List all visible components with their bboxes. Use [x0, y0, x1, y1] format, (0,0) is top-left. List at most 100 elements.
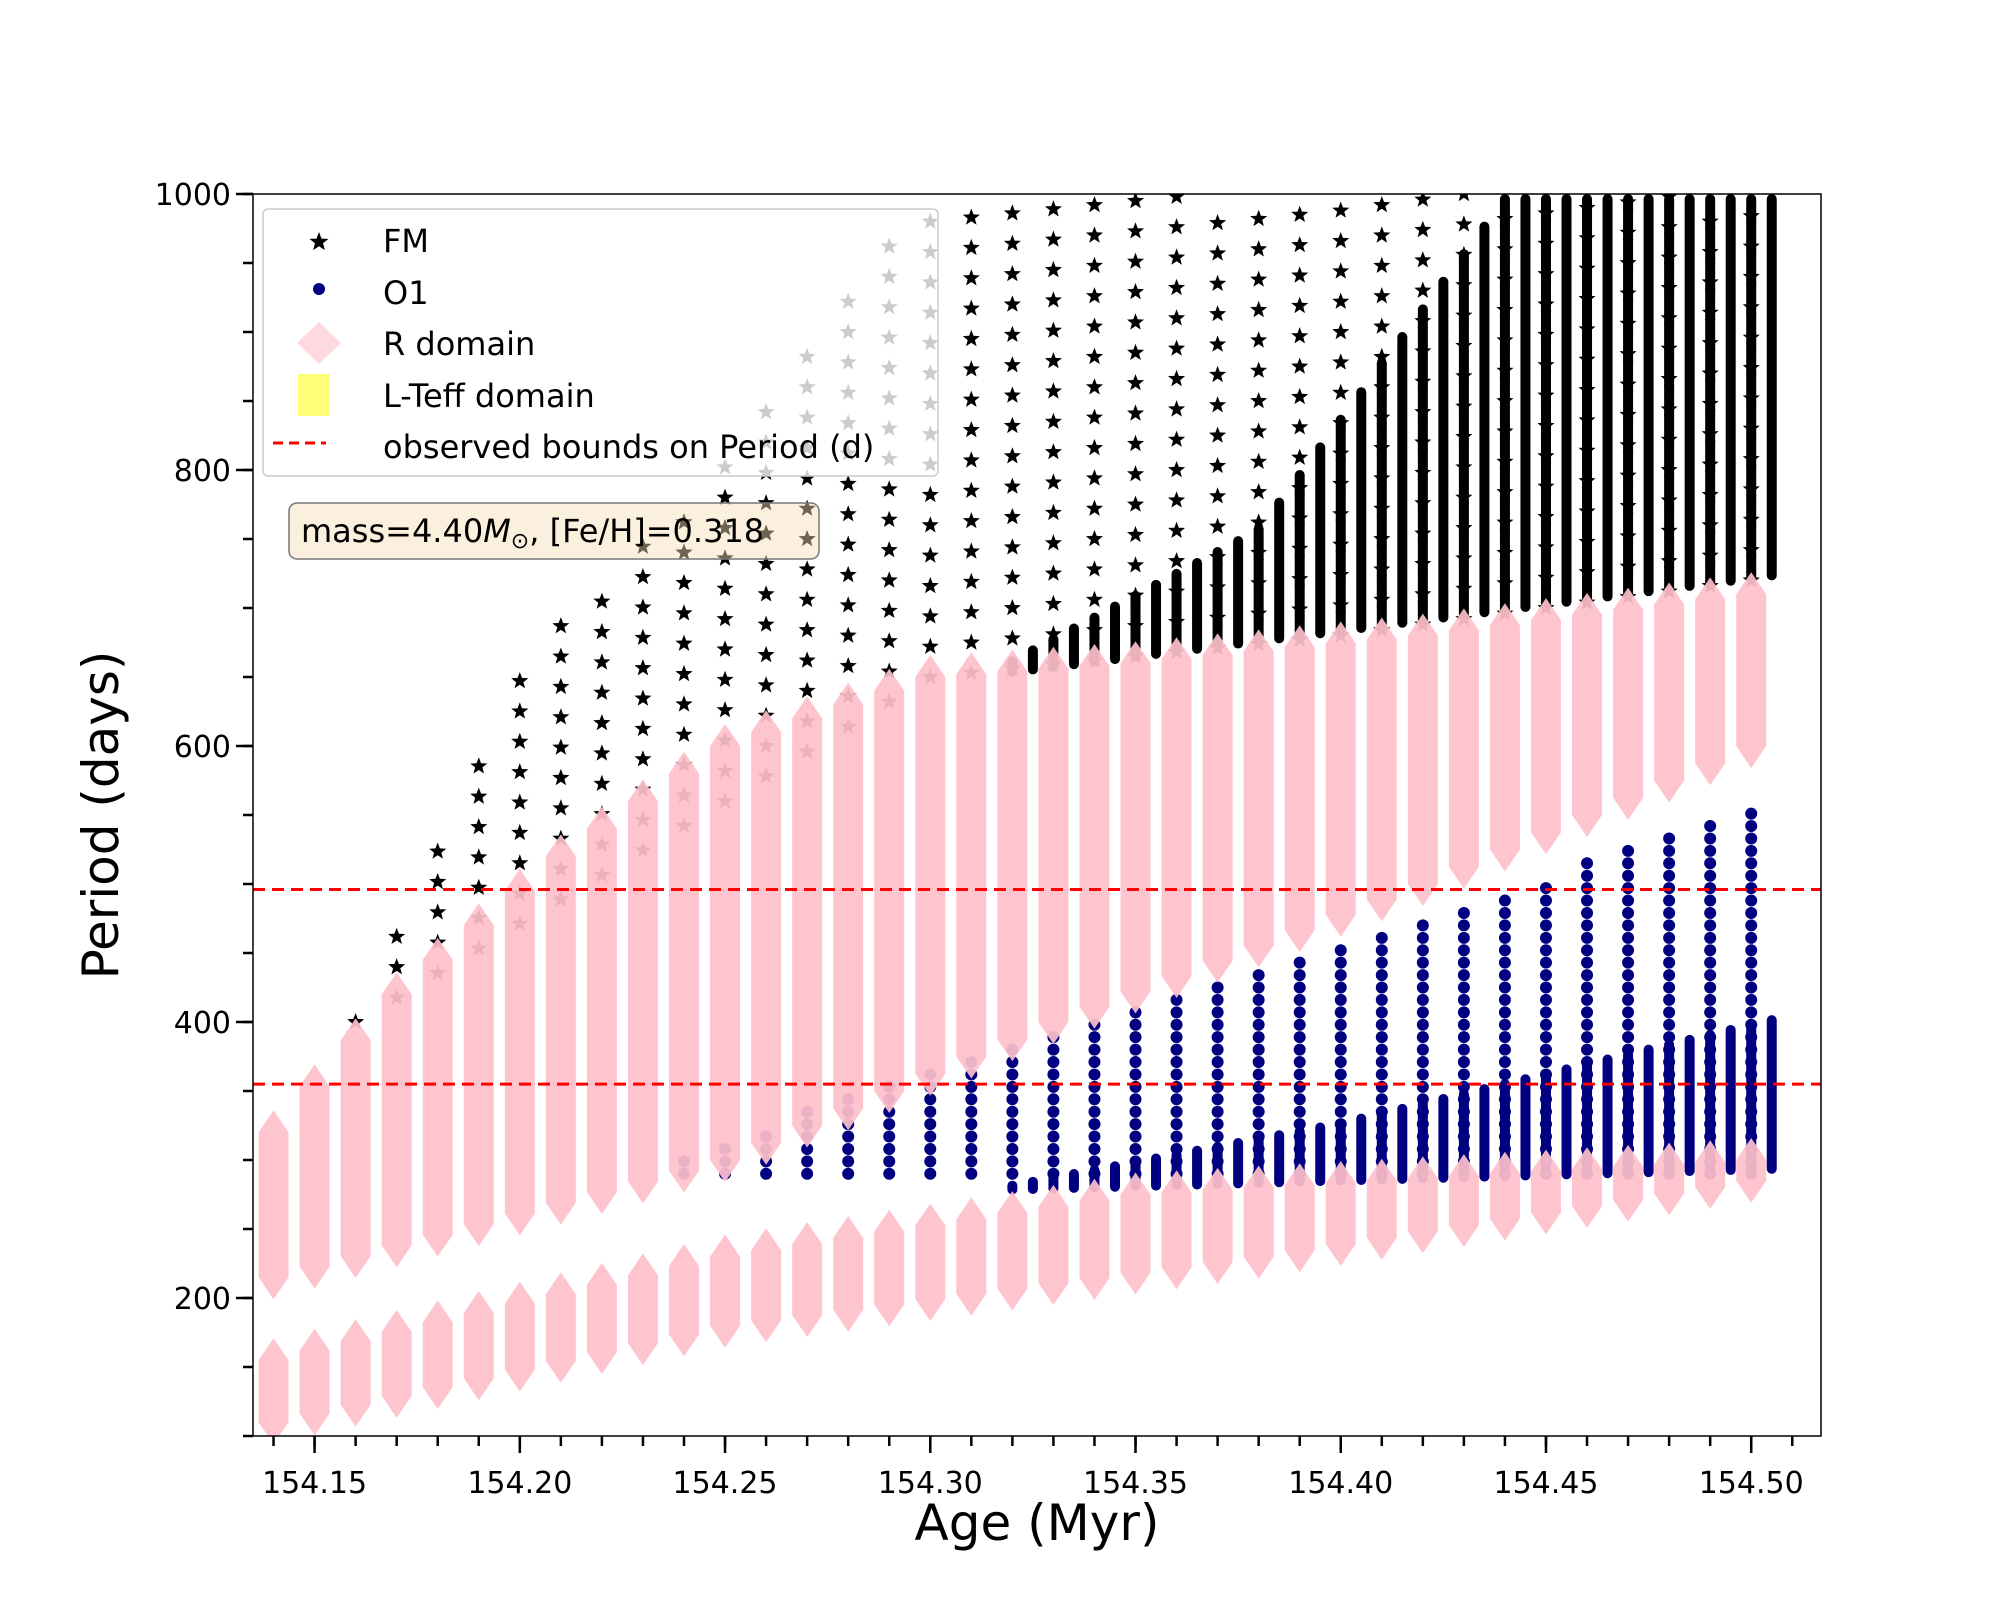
- o1-point: [1704, 820, 1717, 833]
- fm-point: [675, 725, 693, 742]
- series-fm: [1007, 194, 1777, 677]
- fm-point: [1003, 538, 1021, 555]
- o1-point: [1457, 993, 1470, 1006]
- o1-point: [1745, 894, 1758, 907]
- r-domain-track: [1243, 1165, 1274, 1279]
- o1-point: [842, 1142, 855, 1155]
- o1-point: [1088, 1056, 1101, 1069]
- fm-point: [839, 657, 857, 674]
- o1-point: [924, 1155, 937, 1168]
- fm-point: [388, 927, 406, 944]
- o1-point: [1622, 944, 1635, 957]
- o1-dense-track: [1356, 1113, 1367, 1185]
- r-domain-track: [792, 696, 823, 1148]
- o1-point: [1581, 1018, 1594, 1031]
- fm-point: [1209, 487, 1227, 504]
- o1-point: [1622, 919, 1635, 932]
- fm-point: [1291, 296, 1309, 314]
- o1-point: [1745, 1006, 1758, 1019]
- r-domain-track: [504, 1281, 535, 1392]
- o1-point: [1581, 1006, 1594, 1019]
- fm-point: [1168, 278, 1186, 296]
- o1-point: [1252, 1056, 1265, 1069]
- o1-point: [1375, 1093, 1388, 1106]
- fm-point: [962, 451, 980, 468]
- fm-point: [1250, 392, 1268, 409]
- fm-point: [1127, 343, 1145, 360]
- o1-point: [1293, 1006, 1306, 1019]
- fm-point: [1085, 256, 1103, 273]
- o1-point: [1252, 993, 1265, 1006]
- o1-point: [1457, 969, 1470, 982]
- r-domain-track: [258, 1110, 289, 1300]
- fm-point: [1373, 256, 1391, 273]
- fm-point: [1168, 248, 1186, 265]
- o1-point: [1416, 919, 1429, 932]
- o1-point: [1375, 981, 1388, 994]
- fm-point: [1168, 400, 1186, 417]
- o1-point: [1498, 894, 1511, 907]
- o1-point: [1375, 1068, 1388, 1081]
- o1-point: [1663, 906, 1676, 919]
- o1-point: [1047, 1068, 1060, 1081]
- r-domain-track: [1120, 1172, 1151, 1295]
- r-domain-track: [463, 903, 494, 1246]
- legend-box: [262, 208, 939, 477]
- o1-point: [1293, 1018, 1306, 1031]
- fm-point: [1127, 222, 1145, 239]
- fm-dense-track: [1212, 547, 1223, 652]
- o1-dense-track: [1643, 1044, 1654, 1178]
- fm-point: [962, 572, 980, 590]
- o1-point: [1704, 894, 1717, 907]
- legend: FM O1 R domain L-Teff domain observed bo…: [262, 208, 939, 477]
- fm-point: [1209, 305, 1227, 322]
- r-domain-track: [1366, 617, 1397, 922]
- o1-point: [1170, 1130, 1183, 1143]
- o1-dense-track: [1561, 1064, 1572, 1180]
- fm-point: [1003, 325, 1021, 342]
- o1-point: [1498, 969, 1511, 982]
- o1-point: [1088, 1155, 1101, 1168]
- o1-point: [1457, 919, 1470, 932]
- fm-point: [839, 565, 857, 583]
- y-tick-label: 400: [174, 1006, 231, 1041]
- o1-point: [1457, 981, 1470, 994]
- o1-point: [1252, 981, 1265, 994]
- r-domain-track: [545, 834, 576, 1225]
- fm-point: [921, 607, 939, 624]
- fm-dense-track: [1664, 194, 1675, 594]
- r-domain-track: [1038, 1184, 1069, 1306]
- fm-point: [1003, 599, 1021, 616]
- r-domain-track: [1284, 625, 1315, 952]
- r-domain-track: [627, 779, 658, 1204]
- fm-point: [1085, 196, 1103, 213]
- o1-point: [1663, 869, 1676, 882]
- plot-marks: [258, 194, 1777, 1436]
- o1-point: [1539, 1043, 1552, 1056]
- o1-point: [1293, 1068, 1306, 1081]
- fm-dense-track: [1746, 194, 1757, 584]
- o1-dense-track: [1109, 1161, 1120, 1192]
- fm-point: [1414, 251, 1432, 268]
- fm-point: [1085, 226, 1103, 243]
- fm-point: [757, 615, 775, 632]
- o1-point: [801, 1155, 814, 1168]
- o1-point: [1663, 993, 1676, 1006]
- fm-dense-track: [1479, 221, 1490, 618]
- o1-point: [1416, 944, 1429, 957]
- fm-point: [675, 543, 693, 560]
- r-domain-track: [1489, 1151, 1520, 1241]
- fm-point: [1332, 201, 1350, 218]
- o1-dense-track: [1397, 1103, 1408, 1184]
- o1-point: [965, 1105, 978, 1118]
- fm-point: [388, 958, 406, 975]
- fm-point: [1209, 214, 1227, 231]
- o1-dense-track: [1684, 1034, 1695, 1177]
- fm-point: [921, 546, 939, 563]
- o1-point: [1416, 1043, 1429, 1056]
- fm-point: [1168, 461, 1186, 478]
- fm-point: [1250, 513, 1268, 530]
- fm-point: [470, 848, 488, 865]
- fm-point: [1044, 291, 1062, 308]
- o1-point: [1334, 956, 1347, 969]
